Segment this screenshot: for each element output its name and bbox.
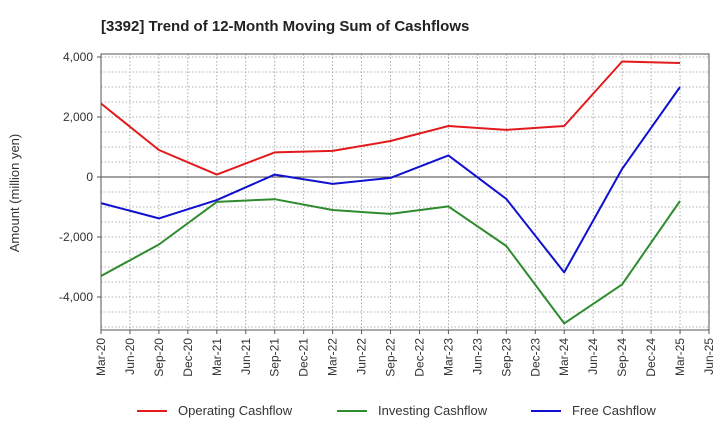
chart-title: [3392] Trend of 12-Month Moving Sum of C…	[101, 18, 469, 35]
y-tick-label: -2,000	[59, 230, 93, 244]
x-tick-label: Mar-21	[210, 338, 224, 376]
x-tick-label: Jun-20	[123, 338, 137, 375]
legend: Operating Cashflow Investing Cashflow Free…	[137, 403, 656, 418]
series-line-free-cashflow	[100, 86, 681, 274]
y-tick-label: 0	[86, 170, 93, 184]
x-tick-label: Mar-25	[673, 338, 687, 376]
y-axis-label: Amount (million yen)	[7, 134, 22, 253]
x-tick-label: Mar-22	[326, 338, 340, 376]
y-axis-ticks: 4,000 2,000 0 -2,000 -4,000	[59, 50, 101, 304]
x-tick-label: Dec-24	[644, 338, 658, 377]
grid	[100, 54, 710, 330]
x-tick-label: Jun-24	[586, 338, 600, 375]
x-tick-label: Jun-21	[239, 338, 253, 375]
x-axis-ticks: Mar-20 Jun-20 Sep-20 Dec-20 Mar-21 Jun-21 Sep-…	[94, 330, 716, 377]
x-tick-label: Dec-22	[412, 338, 426, 377]
y-tick-label: 4,000	[63, 50, 93, 64]
x-tick-label: Jun-22	[355, 338, 369, 375]
x-tick-label: Sep-21	[268, 338, 282, 377]
x-tick-label: Jun-25	[702, 338, 716, 375]
y-tick-label: 2,000	[63, 110, 93, 124]
legend-label: Investing Cashflow	[378, 403, 488, 418]
x-tick-label: Mar-20	[94, 338, 108, 376]
x-tick-label: Sep-24	[615, 338, 629, 377]
x-tick-label: Mar-24	[557, 338, 571, 376]
x-tick-label: Dec-23	[528, 338, 542, 377]
x-tick-label: Dec-21	[297, 338, 311, 377]
x-tick-label: Jun-23	[470, 338, 484, 375]
plot-frame	[100, 53, 710, 331]
x-tick-label: Sep-22	[384, 338, 398, 377]
x-tick-label: Sep-20	[152, 338, 166, 377]
legend-label: Operating Cashflow	[178, 403, 293, 418]
series-line-operating-cashflow	[100, 60, 681, 176]
x-tick-label: Sep-23	[499, 338, 513, 377]
legend-label: Free Cashflow	[572, 403, 656, 418]
y-tick-label: -4,000	[59, 290, 93, 304]
x-tick-label: Mar-23	[441, 338, 455, 376]
series-lines	[100, 60, 681, 325]
series-line-investing-cashflow	[100, 198, 681, 325]
x-tick-label: Dec-20	[181, 338, 195, 377]
